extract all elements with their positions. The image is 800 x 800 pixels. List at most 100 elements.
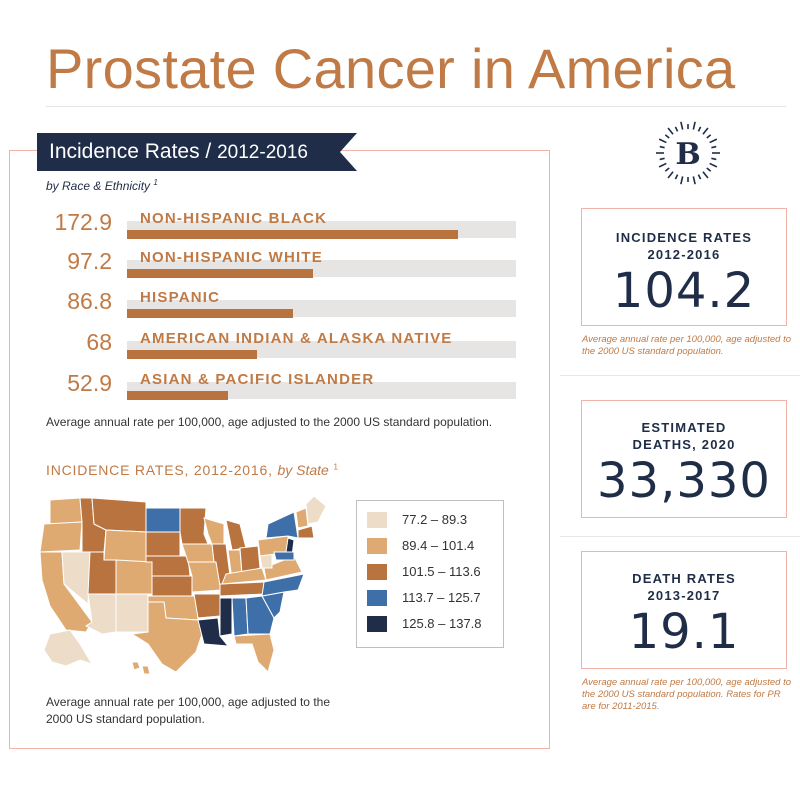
side-divider-1 bbox=[560, 375, 800, 376]
title-divider bbox=[46, 106, 786, 107]
map-region-wyoming bbox=[103, 529, 147, 563]
state-heading-text: INCIDENCE RATES, 2012-2016, bbox=[46, 462, 273, 478]
bar bbox=[127, 230, 458, 239]
logo-ray bbox=[674, 174, 679, 180]
state-heading-italic: by State bbox=[277, 462, 329, 478]
bar-category-label: NON-HISPANIC WHITE bbox=[140, 249, 323, 266]
logo-ray bbox=[711, 157, 717, 161]
logo-ray bbox=[706, 134, 712, 139]
bar-row: 172.9 NON-HISPANIC BLACK bbox=[0, 207, 540, 247]
map-region-new-york bbox=[265, 511, 299, 539]
legend-label: 125.8 – 137.8 bbox=[402, 616, 482, 631]
stat-deaths-box: ESTIMATED DEATHS, 2020 33,330 bbox=[581, 400, 787, 518]
banner-separator: / bbox=[199, 140, 218, 163]
stat-death-rate-label2: 2013-2017 bbox=[647, 588, 721, 603]
stat-deaths-label1: ESTIMATED bbox=[641, 420, 727, 435]
logo-ray bbox=[697, 126, 702, 132]
stat-incidence-note: Average annual rate per 100,000, age adj… bbox=[582, 334, 791, 357]
logo-ray bbox=[709, 162, 718, 168]
side-divider-2 bbox=[560, 536, 800, 537]
logo-ray bbox=[658, 138, 667, 144]
logo-ray bbox=[680, 121, 684, 130]
banner-ribbon bbox=[37, 133, 357, 171]
logo-ray bbox=[702, 171, 709, 179]
stat-death-rate-box: DEATH RATES 2013-2017 19.1 bbox=[581, 551, 787, 669]
stat-incidence-label1: INCIDENCE RATES bbox=[615, 230, 753, 245]
legend-label: 77.2 – 89.3 bbox=[402, 512, 468, 527]
race-footnote-mark: 1 bbox=[153, 178, 158, 187]
map-region-colorado bbox=[115, 559, 153, 595]
map-region-mississippi bbox=[219, 597, 233, 637]
logo-ray bbox=[692, 121, 696, 130]
bar-category-label: ASIAN & PACIFIC ISLANDER bbox=[140, 371, 375, 388]
map-region-alaska bbox=[43, 629, 94, 667]
legend-label: 89.4 – 101.4 bbox=[402, 538, 475, 553]
logo-ray bbox=[709, 138, 718, 144]
state-note: Average annual rate per 100,000, age adj… bbox=[46, 694, 330, 728]
logo-ray bbox=[659, 145, 665, 149]
legend-swatch bbox=[367, 616, 387, 632]
logo-ray bbox=[697, 174, 702, 180]
logo-ray bbox=[667, 127, 674, 135]
banner-title: Incidence Rates / 2012-2016 bbox=[49, 140, 308, 164]
map-region-montana bbox=[91, 497, 147, 533]
state-footnote-mark: 1 bbox=[333, 462, 339, 472]
map-region-oregon bbox=[39, 521, 83, 553]
map-region-nevada bbox=[61, 551, 91, 606]
map-region-louisiana bbox=[197, 617, 230, 647]
logo-ray bbox=[664, 134, 670, 139]
map-region-texas bbox=[130, 601, 205, 673]
brand-sunburst-logo: B bbox=[655, 120, 721, 186]
map-region-wisconsin bbox=[203, 517, 225, 545]
map-region-alabama bbox=[231, 597, 249, 637]
bar-value-label: 172.9 bbox=[54, 209, 112, 235]
bar-value-label: 86.8 bbox=[67, 288, 112, 314]
map-region-north-carolina bbox=[261, 573, 305, 597]
stat-death-rate-label1: DEATH RATES bbox=[632, 571, 736, 586]
stat-death-rate-value: 19.1 bbox=[628, 604, 740, 660]
logo-ray bbox=[664, 167, 670, 172]
map-region-new-england-south bbox=[297, 525, 315, 539]
stat-death-rate-note: Average annual rate per 100,000, age adj… bbox=[582, 677, 791, 712]
map-region-hawaii bbox=[131, 661, 151, 675]
stat-incidence-value: 104.2 bbox=[612, 263, 756, 319]
bar bbox=[127, 391, 228, 400]
bar-value-label: 52.9 bbox=[67, 370, 112, 396]
banner-years: 2012-2016 bbox=[217, 142, 308, 163]
stat-deaths-value: 33,330 bbox=[597, 453, 771, 509]
map-region-maine bbox=[305, 495, 327, 525]
legend-swatch bbox=[367, 538, 387, 554]
logo-ray bbox=[692, 176, 696, 185]
bar-category-label: NON-HISPANIC BLACK bbox=[140, 210, 328, 227]
logo-ray bbox=[658, 162, 667, 168]
legend-label: 101.5 – 113.6 bbox=[402, 564, 481, 579]
legend-swatch bbox=[367, 590, 387, 606]
map-region-washington bbox=[49, 497, 83, 525]
race-subhead-text: by Race & Ethnicity bbox=[46, 179, 151, 193]
logo-ray bbox=[659, 157, 665, 161]
logo-letter: B bbox=[675, 137, 700, 172]
bar-track bbox=[127, 300, 516, 318]
bar-track bbox=[127, 260, 516, 278]
map-region-nebraska bbox=[145, 555, 191, 577]
bar-category-label: AMERICAN INDIAN & ALASKA NATIVE bbox=[140, 330, 453, 347]
map-region-missouri bbox=[187, 561, 223, 593]
state-note-line1: Average annual rate per 100,000, age adj… bbox=[46, 695, 330, 709]
logo-ray bbox=[702, 127, 709, 135]
stat-incidence-label2: 2012-2016 bbox=[647, 247, 721, 262]
bar-track bbox=[127, 221, 516, 239]
bar-row: 52.9 ASIAN & PACIFIC ISLANDER bbox=[0, 368, 540, 408]
state-note-line2: 2000 US standard population. bbox=[46, 712, 205, 726]
bar-track bbox=[127, 382, 516, 400]
logo-ray bbox=[706, 167, 712, 172]
bar-row: 86.8 HISPANIC bbox=[0, 286, 540, 326]
legend-label: 113.7 – 125.7 bbox=[402, 590, 481, 605]
map-region-iowa bbox=[181, 543, 215, 563]
race-subhead: by Race & Ethnicity 1 bbox=[46, 178, 158, 193]
map-region-south-dakota bbox=[145, 531, 181, 557]
state-heading: INCIDENCE RATES, 2012-2016, by State 1 bbox=[46, 462, 339, 478]
logo-sunburst-icon: B bbox=[656, 121, 720, 185]
stat-deaths-label2: DEATHS, 2020 bbox=[632, 437, 736, 452]
logo-ray bbox=[667, 171, 674, 179]
legend-swatch bbox=[367, 564, 387, 580]
